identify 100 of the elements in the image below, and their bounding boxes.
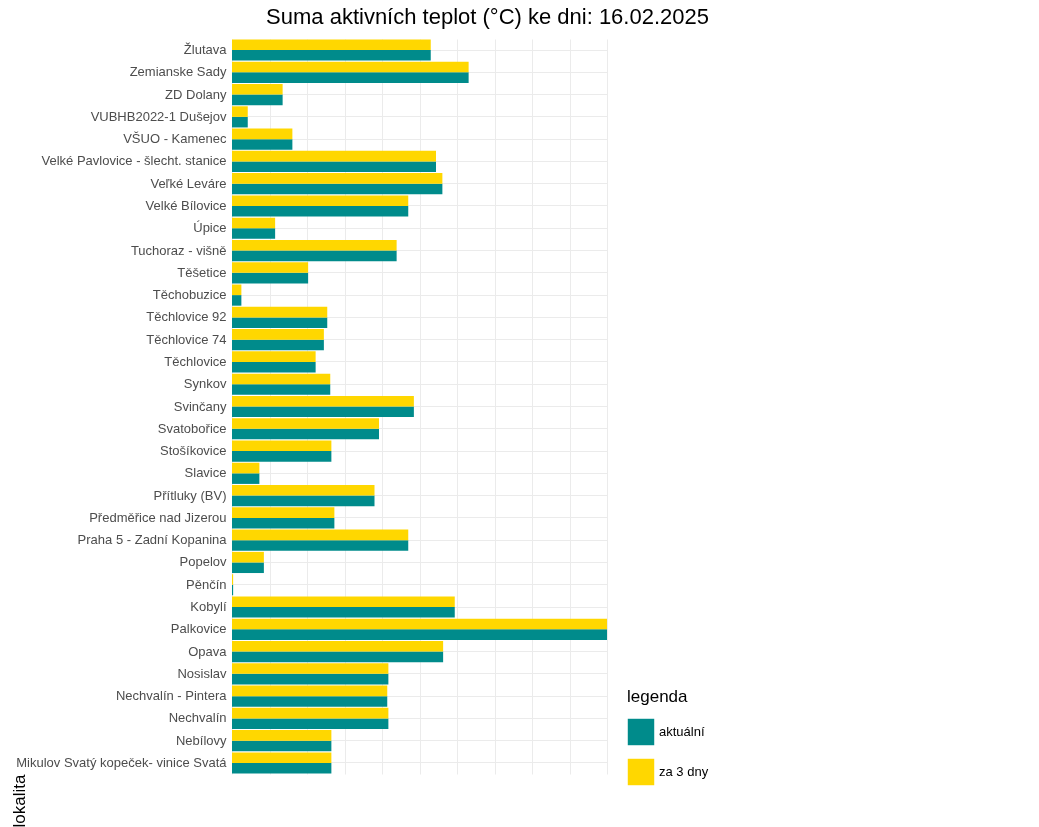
- bar: [232, 596, 455, 608]
- bar: [232, 239, 397, 251]
- bar: [232, 262, 309, 273]
- bar: [232, 651, 444, 663]
- bar: [232, 339, 324, 351]
- y-tick-label: Předměřice nad Jizerou: [89, 509, 227, 525]
- bar: [232, 529, 409, 541]
- bar: [232, 161, 436, 173]
- bar: [232, 72, 469, 83]
- y-tick-label: Nebílovy: [175, 732, 227, 748]
- bar: [232, 272, 309, 284]
- bar: [232, 707, 389, 719]
- y-tick-label: Přítluky (BV): [153, 487, 227, 503]
- y-tick-label: Svatobořice: [157, 420, 227, 436]
- bar: [232, 329, 324, 340]
- bar: [232, 139, 293, 150]
- y-tick-label: Pěnčín: [186, 576, 227, 592]
- bar: [232, 517, 335, 529]
- bar: [232, 507, 335, 518]
- y-tick-label: Veľké Leváre: [150, 175, 227, 191]
- bar: [232, 607, 455, 618]
- bar: [232, 428, 379, 440]
- y-tick-label: Kobylí: [190, 599, 227, 615]
- y-tick-label: Popelov: [179, 554, 227, 570]
- bar: [232, 306, 328, 318]
- bar: [232, 762, 332, 774]
- y-axis-title: lokalita: [9, 773, 29, 827]
- bar: [232, 116, 248, 128]
- y-tick-label: Praha 5 - Zadní Kopanina: [77, 532, 228, 548]
- y-tick-label: Opava: [188, 643, 228, 659]
- y-tick-label: Žlutava: [183, 42, 228, 58]
- bar: [232, 228, 276, 239]
- y-tick-label: Velké Bílovice: [145, 197, 227, 213]
- y-tick-label: Nosislav: [177, 665, 227, 681]
- bar: [232, 217, 276, 229]
- bar: [232, 205, 409, 217]
- y-tick-label: Těchobuzice: [152, 287, 227, 303]
- bar: [232, 84, 283, 95]
- bar: [232, 150, 436, 162]
- bar: [232, 495, 375, 507]
- bar: [232, 61, 469, 73]
- y-tick-label: Těchlovice 92: [146, 309, 227, 325]
- bar: [232, 629, 607, 640]
- bar: [232, 473, 260, 484]
- bar: [232, 39, 431, 51]
- legend-title: legenda: [627, 687, 689, 706]
- y-tick-label: Těchlovice 74: [146, 331, 227, 347]
- bar: [232, 640, 444, 652]
- bar: [232, 540, 409, 551]
- y-tick-label: Těchlovice: [164, 353, 227, 369]
- bar: [232, 250, 397, 262]
- bar: [232, 128, 293, 140]
- y-tick-label: Svinčany: [173, 398, 227, 414]
- bar: [232, 740, 332, 752]
- bar: [232, 752, 332, 763]
- bar: [232, 173, 443, 184]
- y-tick-label: Nechvalín - Pintera: [115, 688, 228, 704]
- y-tick-label: ZD Dolany: [165, 86, 227, 102]
- bar: [232, 284, 242, 296]
- chart-title: Suma aktivních teplot (°C) ke dni: 16.02.2025: [266, 4, 709, 29]
- legend-label: aktuální: [659, 724, 705, 739]
- y-tick-label: Úpice: [193, 220, 227, 236]
- bar: [232, 696, 388, 707]
- bar: [232, 618, 607, 630]
- bar: [232, 685, 388, 697]
- y-tick-label: Těšetice: [177, 264, 227, 280]
- y-tick-label: Stošíkovice: [160, 443, 227, 459]
- y-tick-label: Mikulov Svatý kopeček- vinice Svatá: [16, 754, 228, 770]
- bar: [232, 195, 409, 206]
- bar: [232, 663, 389, 674]
- bar: [232, 373, 331, 385]
- bar: [232, 317, 328, 328]
- bar: [232, 50, 431, 61]
- y-tick-label: Palkovice: [170, 621, 227, 637]
- bar: [232, 451, 332, 462]
- y-tick-label: Nechvalín: [168, 710, 227, 726]
- y-tick-label: Synkov: [183, 376, 227, 392]
- bar: [232, 384, 331, 395]
- bar: [232, 673, 389, 685]
- y-tick-label: Velké Pavlovice - šlecht. stanice: [41, 153, 227, 169]
- bar: [232, 485, 375, 496]
- y-tick-label: Tuchoraz - višně: [130, 242, 227, 258]
- bar: [232, 462, 260, 474]
- y-tick-label: VŠUO - Kamenec: [123, 131, 227, 147]
- y-tick-label: Zemianske Sady: [129, 64, 227, 80]
- bar: [232, 395, 414, 407]
- bar: [232, 183, 443, 195]
- bar: [232, 730, 332, 741]
- y-tick-label: Slavice: [184, 465, 227, 481]
- bar: [232, 551, 264, 563]
- y-tick-label: VUBHB2022-1 Dušejov: [90, 108, 227, 124]
- bar: [232, 106, 248, 117]
- legend-label: za 3 dny: [659, 764, 709, 779]
- bar: [232, 94, 283, 106]
- bar: [232, 351, 316, 362]
- bar: [232, 406, 414, 418]
- bar: [232, 562, 264, 574]
- bar: [232, 418, 379, 429]
- bar: [232, 295, 242, 306]
- bar: [232, 718, 389, 729]
